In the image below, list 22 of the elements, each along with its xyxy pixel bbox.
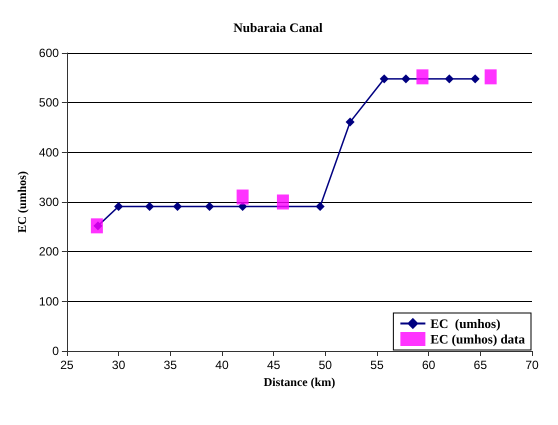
x-tick-label: 40	[215, 358, 229, 372]
y-tick-label: 500	[38, 96, 60, 110]
x-tick-label: 30	[112, 358, 126, 372]
y-tick-label: 400	[38, 145, 60, 160]
x-tick-label: 70	[525, 358, 539, 372]
chart-title: Nubaraia Canal	[233, 20, 323, 35]
legend-label: EC (umhos)	[430, 316, 500, 331]
x-tick-label: 25	[60, 358, 74, 372]
x-tick-label: 60	[422, 358, 436, 372]
y-tick-label: 100	[38, 294, 60, 308]
x-axis-title: Distance (km)	[264, 374, 336, 389]
y-axis-title: EC (umhos)	[15, 171, 29, 233]
x-tick-label: 55	[370, 358, 384, 372]
x-tick-label: 45	[266, 358, 281, 372]
y-tick-label: 300	[38, 195, 60, 209]
x-tick-label: 65	[474, 358, 488, 372]
x-tick-label: 50	[318, 358, 332, 372]
y-tick-label: 0	[52, 344, 60, 358]
legend-label: EC (umhos) data	[430, 332, 526, 346]
y-tick-label: 200	[38, 244, 60, 259]
y-tick-label: 600	[38, 46, 60, 60]
x-tick-label: 35	[164, 358, 178, 372]
